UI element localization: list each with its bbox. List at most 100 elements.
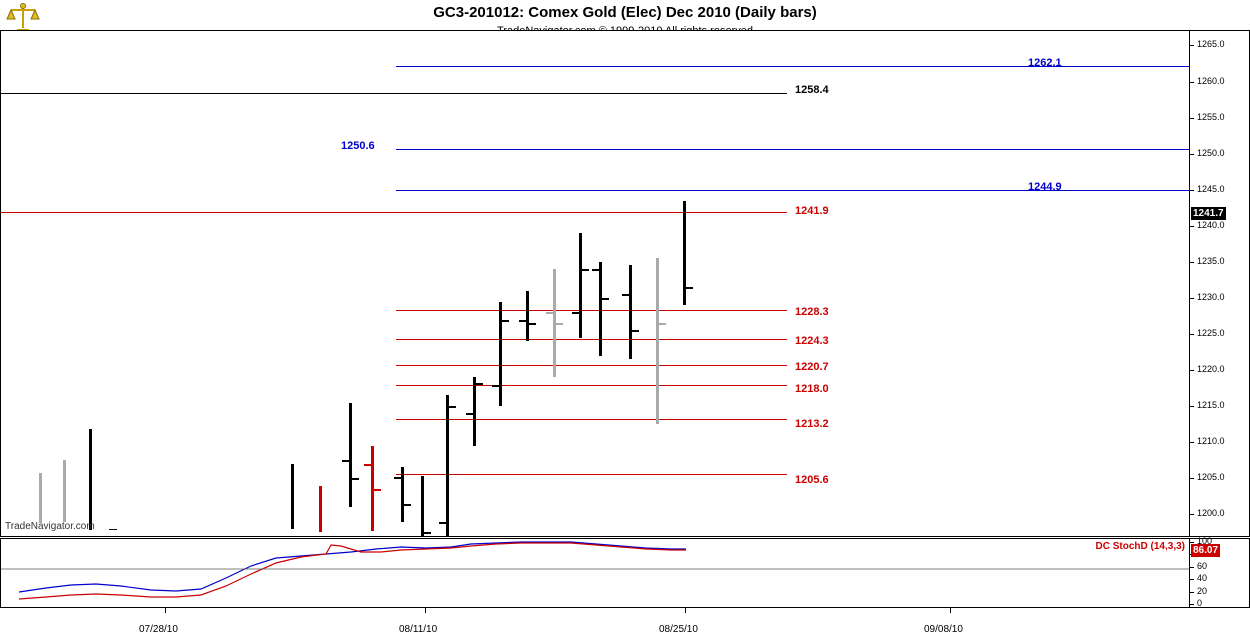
price-tick-label: 1230.0	[1197, 291, 1225, 302]
ohlc-bar[interactable]	[401, 467, 404, 522]
ohlc-bar[interactable]	[63, 459, 66, 522]
ohlc-bar[interactable]	[499, 301, 502, 407]
ohlc-open-tick	[519, 319, 526, 322]
price-level-line[interactable]	[396, 339, 787, 341]
time-tick	[950, 608, 951, 613]
price-level-label: 1250.6	[341, 140, 375, 152]
ohlc-bar[interactable]	[349, 402, 352, 508]
ohlc-open-tick	[364, 463, 371, 466]
indicator-axis: 100806040200 86.07	[1190, 536, 1250, 608]
price-level-line[interactable]	[396, 365, 787, 367]
indicator-tick-label: 40	[1197, 573, 1208, 584]
time-tick-label: 08/11/10	[399, 624, 438, 635]
chart-watermark: TradeNavigator.com	[5, 521, 95, 532]
scales-of-justice-icon	[6, 2, 40, 32]
ohlc-bar[interactable]	[683, 200, 686, 306]
ohlc-bar[interactable]	[599, 261, 602, 356]
indicator-tick	[1190, 591, 1194, 593]
time-tick	[685, 608, 686, 613]
price-level-line[interactable]	[1, 93, 787, 95]
ohlc-open-tick	[546, 312, 553, 315]
indicator-tick	[1190, 566, 1194, 568]
time-tick-label: 08/25/10	[659, 624, 698, 635]
price-tick	[1190, 297, 1194, 299]
price-level-label: 1218.0	[795, 383, 829, 395]
ohlc-bar[interactable]	[291, 463, 294, 529]
price-chart-panel[interactable]: TradeNavigator.com	[0, 30, 1191, 538]
ohlc-bar[interactable]	[371, 445, 374, 531]
ohlc-bar[interactable]	[421, 476, 424, 538]
ohlc-bar[interactable]	[89, 428, 92, 530]
ohlc-bar[interactable]	[319, 485, 322, 533]
price-level-line[interactable]	[396, 473, 787, 475]
ohlc-bar[interactable]	[656, 258, 659, 425]
ohlc-bar[interactable]	[39, 472, 42, 523]
ohlc-bar[interactable]	[579, 233, 582, 338]
price-level-line[interactable]	[396, 419, 787, 421]
ohlc-close-tick	[449, 406, 456, 409]
price-level-label: 1262.1	[1028, 57, 1062, 69]
price-level-label: 1205.6	[795, 474, 829, 486]
ohlc-bar[interactable]	[553, 269, 556, 378]
price-tick-label: 1215.0	[1197, 400, 1225, 411]
indicator-tick	[1190, 579, 1194, 581]
price-tick-label: 1210.0	[1197, 436, 1225, 447]
ohlc-bar[interactable]	[629, 265, 632, 360]
price-level-label: 1244.9	[1028, 181, 1062, 193]
price-tick-label: 1265.0	[1197, 39, 1225, 50]
price-level-line[interactable]	[396, 190, 1191, 192]
page-title: GC3-201012: Comex Gold (Elec) Dec 2010 (…	[433, 4, 817, 21]
price-tick	[1190, 478, 1194, 480]
price-level-line[interactable]	[1, 212, 787, 214]
price-level-label: 1258.4	[795, 84, 829, 96]
ohlc-close-tick	[686, 287, 693, 290]
price-level-line[interactable]	[396, 384, 787, 386]
time-tick	[165, 608, 166, 613]
ohlc-bar[interactable]	[526, 290, 529, 342]
ohlc-bar[interactable]	[473, 377, 476, 446]
price-tick	[1190, 117, 1194, 119]
indicator-tick-label: 20	[1197, 585, 1208, 596]
price-tick-label: 1245.0	[1197, 183, 1225, 194]
indicator-value-tag: 86.07	[1191, 543, 1221, 557]
ohlc-close-tick	[529, 323, 536, 326]
ohlc-close-tick	[374, 489, 381, 492]
ohlc-close-tick	[424, 532, 431, 535]
stochastic-lines	[1, 541, 1189, 600]
indicator-label: DC StochD (14,3,3)	[1095, 541, 1185, 552]
price-tick-label: 1220.0	[1197, 364, 1225, 375]
price-tick	[1190, 370, 1194, 372]
time-axis: 07/28/10 08/11/10 08/25/10 09/08/10	[0, 608, 1250, 643]
price-level-line[interactable]	[396, 66, 1191, 68]
price-level-line[interactable]	[396, 310, 787, 312]
ohlc-open-tick	[592, 269, 599, 272]
ohlc-close-tick	[582, 269, 589, 272]
price-level-label: 1220.7	[795, 361, 829, 373]
price-tick-label: 1240.0	[1197, 219, 1225, 230]
time-tick	[425, 608, 426, 613]
price-tick	[1190, 442, 1194, 444]
indicator-line	[18, 542, 686, 600]
ohlc-close-tick	[632, 330, 639, 333]
price-level-label: 1213.2	[795, 418, 829, 430]
price-tick-label: 1255.0	[1197, 111, 1225, 122]
ohlc-close-tick	[502, 319, 509, 322]
price-tick-label: 1250.0	[1197, 147, 1225, 158]
price-tick	[1190, 261, 1194, 263]
price-level-label: 1224.3	[795, 335, 829, 347]
watermark-underline	[109, 529, 117, 530]
price-level-label: 1228.3	[795, 306, 829, 318]
price-tick-label: 1235.0	[1197, 255, 1225, 266]
ohlc-open-tick	[439, 521, 446, 524]
ohlc-open-tick	[622, 294, 629, 297]
price-tick	[1190, 406, 1194, 408]
ohlc-close-tick	[404, 503, 411, 506]
indicator-line	[18, 541, 686, 593]
ohlc-close-tick	[556, 323, 563, 326]
indicator-panel[interactable]: DC StochD (14,3,3)	[0, 538, 1190, 608]
time-tick-label: 09/08/10	[924, 624, 963, 635]
ohlc-bar[interactable]	[446, 395, 449, 538]
price-level-line[interactable]	[396, 149, 1191, 151]
ohlc-open-tick	[572, 312, 579, 315]
indicator-tick-label: 100	[1197, 536, 1213, 546]
